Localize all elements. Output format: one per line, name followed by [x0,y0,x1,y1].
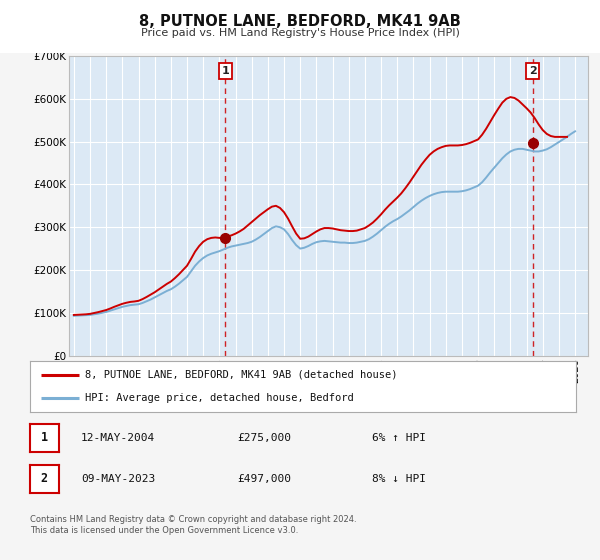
Text: 2: 2 [41,472,48,486]
Text: HPI: Average price, detached house, Bedford: HPI: Average price, detached house, Bedf… [85,393,353,403]
Text: 09-MAY-2023: 09-MAY-2023 [81,474,155,484]
Text: 1: 1 [221,66,229,76]
Text: Price paid vs. HM Land Registry's House Price Index (HPI): Price paid vs. HM Land Registry's House … [140,28,460,38]
Text: £497,000: £497,000 [237,474,291,484]
Text: 6% ↑ HPI: 6% ↑ HPI [372,433,426,443]
Text: 12-MAY-2004: 12-MAY-2004 [81,433,155,443]
Text: 1: 1 [41,431,48,445]
Text: 8% ↓ HPI: 8% ↓ HPI [372,474,426,484]
Text: Contains HM Land Registry data © Crown copyright and database right 2024.: Contains HM Land Registry data © Crown c… [30,515,356,524]
Text: £275,000: £275,000 [237,433,291,443]
Text: 2: 2 [529,66,536,76]
Text: 8, PUTNOE LANE, BEDFORD, MK41 9AB: 8, PUTNOE LANE, BEDFORD, MK41 9AB [139,14,461,29]
Text: This data is licensed under the Open Government Licence v3.0.: This data is licensed under the Open Gov… [30,526,298,535]
Text: 8, PUTNOE LANE, BEDFORD, MK41 9AB (detached house): 8, PUTNOE LANE, BEDFORD, MK41 9AB (detac… [85,370,397,380]
